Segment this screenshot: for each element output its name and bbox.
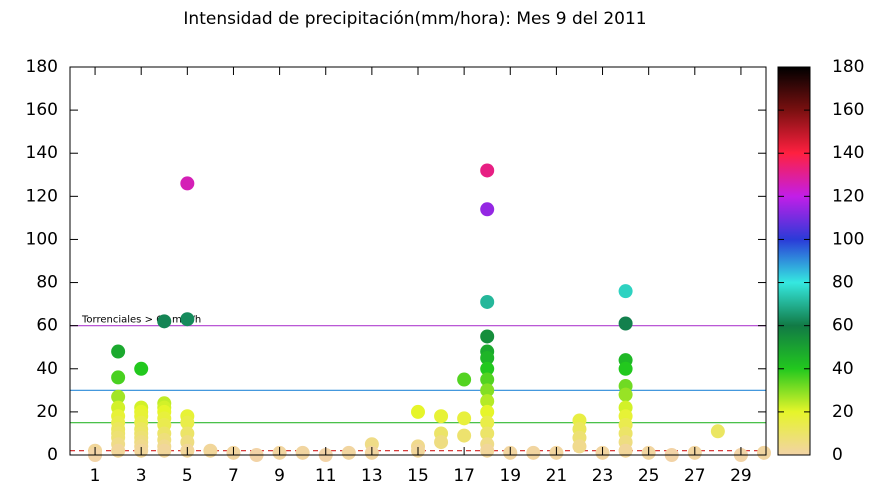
x-tick-label: 17 xyxy=(453,466,475,486)
colorbar-tick-label: 160 xyxy=(832,100,864,120)
point xyxy=(480,361,495,376)
point xyxy=(111,344,126,359)
point xyxy=(480,404,495,419)
y-tick-label: 160 xyxy=(26,100,58,120)
x-tick-label: 3 xyxy=(136,466,147,486)
point xyxy=(157,443,172,458)
point xyxy=(757,445,771,460)
point xyxy=(710,424,725,439)
x-tick-label: 15 xyxy=(407,466,429,486)
colorbar xyxy=(777,66,811,456)
y-tick-label: 40 xyxy=(36,359,58,379)
point xyxy=(480,202,495,217)
point xyxy=(295,445,310,460)
y-tick-label: 80 xyxy=(36,273,58,293)
point xyxy=(618,387,633,402)
x-tick-label: 9 xyxy=(274,466,285,486)
plot-frame xyxy=(69,66,767,456)
colorbar-tick-label: 140 xyxy=(832,143,864,163)
point xyxy=(480,443,495,458)
point xyxy=(480,163,495,178)
x-tick-label: 7 xyxy=(228,466,239,486)
colorbar-tick-label: 60 xyxy=(832,316,854,336)
point xyxy=(618,361,633,376)
point xyxy=(526,445,541,460)
x-tick-label: 29 xyxy=(730,466,752,486)
point xyxy=(341,445,356,460)
point xyxy=(480,394,495,409)
x-tick-label: 5 xyxy=(182,466,193,486)
point xyxy=(457,372,472,387)
point xyxy=(434,409,449,424)
y-tick-label: 180 xyxy=(26,57,58,77)
colorbar-tick-label: 0 xyxy=(832,445,843,465)
point xyxy=(180,312,195,327)
point xyxy=(480,351,495,365)
x-tick-label: 21 xyxy=(546,466,568,486)
x-tick-label: 19 xyxy=(499,466,521,486)
point xyxy=(457,411,472,426)
point xyxy=(480,372,495,387)
colorbar-tick-label: 120 xyxy=(832,186,864,206)
point xyxy=(457,428,472,443)
point xyxy=(618,443,633,458)
point xyxy=(480,383,495,398)
colorbar-tick-label: 20 xyxy=(832,402,854,422)
y-tick-label: 60 xyxy=(36,316,58,336)
point xyxy=(411,404,425,419)
point xyxy=(180,415,195,430)
point xyxy=(203,443,218,458)
colorbar-tick-label: 80 xyxy=(832,273,854,293)
point xyxy=(480,426,495,441)
point xyxy=(111,443,126,458)
point xyxy=(111,389,126,404)
colorbar-tick-label: 40 xyxy=(832,359,854,379)
y-tick-label: 140 xyxy=(26,143,58,163)
point xyxy=(111,370,126,385)
y-tick-label: 120 xyxy=(26,186,58,206)
point xyxy=(157,314,172,329)
point xyxy=(434,435,449,450)
point xyxy=(480,415,495,430)
annotation: Torrenciales > 60 mm/h xyxy=(81,315,201,326)
point xyxy=(572,439,587,454)
point xyxy=(618,284,633,299)
x-tick-label: 27 xyxy=(684,466,706,486)
colorbar-tick-label: 100 xyxy=(832,229,864,249)
point xyxy=(134,361,149,376)
point xyxy=(480,294,495,309)
x-tick-label: 23 xyxy=(592,466,614,486)
y-tick-label: 100 xyxy=(26,229,58,249)
y-tick-label: 20 xyxy=(36,402,58,422)
point xyxy=(180,176,195,191)
x-tick-label: 1 xyxy=(90,466,101,486)
x-tick-label: 13 xyxy=(361,466,383,486)
x-tick-label: 25 xyxy=(638,466,660,486)
point xyxy=(480,329,495,344)
chart-title: Intensidad de precipitación(mm/hora): Me… xyxy=(183,9,646,29)
y-tick-label: 0 xyxy=(47,445,58,465)
x-tick-label: 11 xyxy=(315,466,337,486)
point xyxy=(618,316,633,331)
colorbar-tick-label: 180 xyxy=(832,57,864,77)
